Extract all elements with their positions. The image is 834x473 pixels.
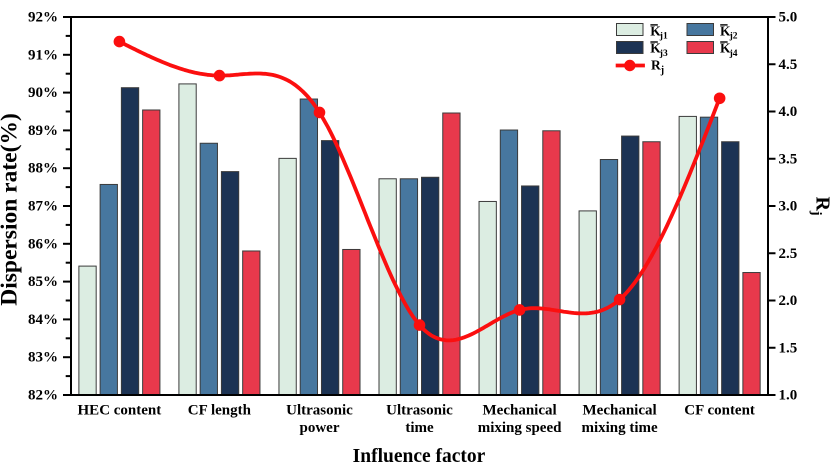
- svg-text:5.0: 5.0: [779, 10, 798, 26]
- svg-text:j1: j1: [659, 32, 668, 42]
- svg-text:92%: 92%: [28, 10, 58, 26]
- svg-text:4.5: 4.5: [779, 57, 798, 73]
- svg-text:time: time: [405, 420, 434, 436]
- svg-text:HEC content: HEC content: [78, 403, 162, 419]
- svg-text:K: K: [720, 40, 731, 55]
- svg-text:87%: 87%: [28, 199, 58, 215]
- svg-text:1.5: 1.5: [779, 340, 798, 356]
- svg-text:CF length: CF length: [188, 403, 252, 419]
- svg-text:power: power: [300, 420, 340, 436]
- svg-text:Influence factor: Influence factor: [353, 446, 486, 467]
- svg-text:Ultrasonic: Ultrasonic: [386, 403, 453, 419]
- svg-text:Dispersion rate(%): Dispersion rate(%): [0, 113, 23, 306]
- svg-text:K: K: [650, 40, 661, 55]
- svg-text:Rj: Rj: [809, 196, 834, 215]
- svg-text:Mechanical: Mechanical: [483, 403, 557, 419]
- svg-text:CF content: CF content: [684, 403, 755, 419]
- svg-text:89%: 89%: [28, 123, 58, 139]
- svg-text:mixing speed: mixing speed: [478, 420, 562, 436]
- svg-text:83%: 83%: [28, 350, 58, 366]
- svg-text:2.0: 2.0: [779, 293, 798, 309]
- svg-text:85%: 85%: [28, 274, 58, 290]
- svg-text:86%: 86%: [28, 236, 58, 252]
- svg-text:4.0: 4.0: [779, 104, 798, 120]
- svg-text:90%: 90%: [28, 85, 58, 101]
- svg-text:j2: j2: [729, 32, 738, 42]
- svg-text:mixing time: mixing time: [581, 420, 658, 436]
- svg-text:88%: 88%: [28, 161, 58, 177]
- svg-text:3.5: 3.5: [779, 151, 798, 167]
- svg-text:1.0: 1.0: [779, 388, 798, 404]
- svg-text:K: K: [720, 23, 731, 38]
- svg-text:K: K: [650, 23, 661, 38]
- svg-text:91%: 91%: [28, 47, 58, 63]
- svg-text:2.5: 2.5: [779, 246, 798, 262]
- svg-text:82%: 82%: [28, 388, 58, 404]
- svg-text:Ultrasonic: Ultrasonic: [286, 403, 353, 419]
- svg-text:84%: 84%: [28, 312, 58, 328]
- svg-text:Mechanical: Mechanical: [583, 403, 657, 419]
- svg-text:j3: j3: [659, 49, 668, 59]
- svg-text:3.0: 3.0: [779, 199, 798, 215]
- svg-text:j4: j4: [729, 49, 738, 59]
